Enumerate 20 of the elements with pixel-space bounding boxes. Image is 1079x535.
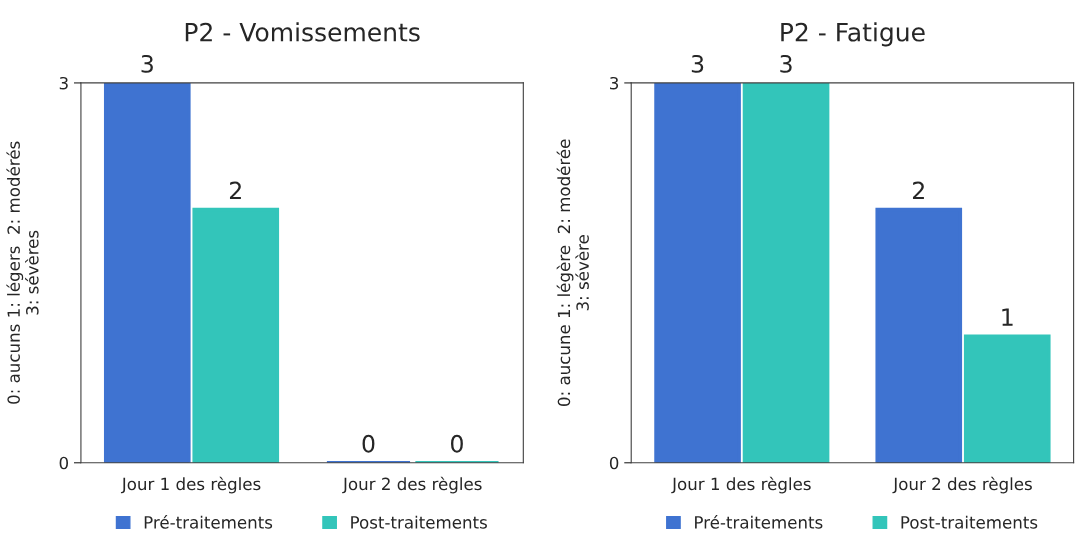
data-label: 1 xyxy=(1002,308,1013,326)
x-tick-label: Jour 1 des règles xyxy=(120,476,261,494)
x-tick-label: Jour 2 des règles xyxy=(892,476,1032,494)
legend-label: Pré-traitements xyxy=(144,515,273,529)
chart-title: P2 - Fatigue xyxy=(781,22,925,47)
data-label: 3 xyxy=(141,54,153,73)
data-label: 0 xyxy=(451,434,463,453)
data-label: 0 xyxy=(362,434,375,453)
x-tick-label: Jour 1 des règles xyxy=(671,476,811,494)
data-label: 3 xyxy=(780,54,792,73)
y-axis-title: 0: aucuns 1: légers 2: modérés 3: sévères xyxy=(6,141,39,404)
chart-title: P2 - Vomissements xyxy=(185,22,420,42)
legend-label: Pré-traitements xyxy=(695,515,823,529)
legend-label: Post-traitements xyxy=(901,515,1038,529)
data-label: 2 xyxy=(229,181,241,200)
data-label: 3 xyxy=(691,54,704,73)
y-axis-title: 0: aucune 1: légère 2: modérée 3: sévère xyxy=(556,139,589,406)
data-label: 2 xyxy=(912,181,924,200)
x-tick-label: Jour 2 des règles xyxy=(342,476,482,494)
legend-label: Post-traitements xyxy=(351,515,487,529)
